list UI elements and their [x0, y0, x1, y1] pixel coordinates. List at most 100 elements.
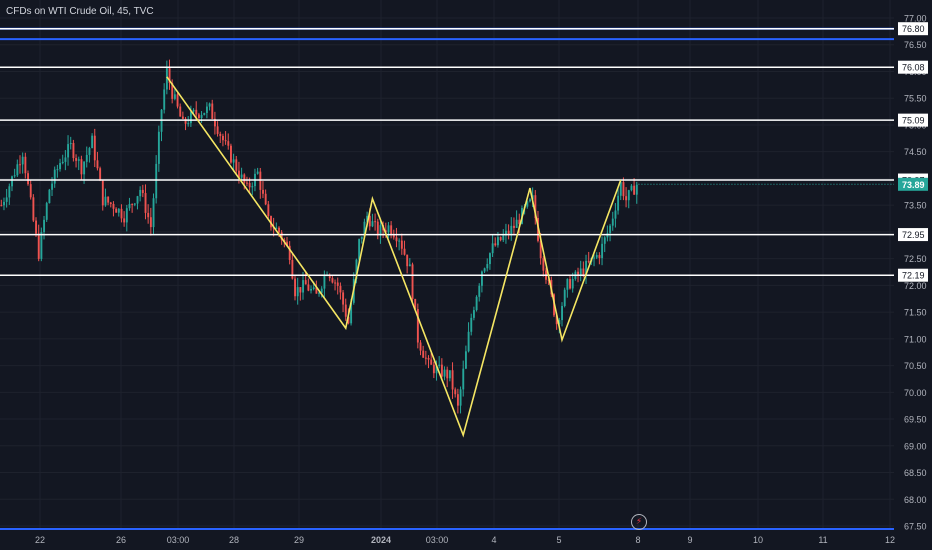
candle-body [37, 233, 40, 259]
candle-body [595, 255, 598, 258]
candle-body [21, 156, 24, 165]
candle-body [165, 68, 168, 90]
candle-body [507, 230, 510, 234]
candle-body [267, 204, 270, 217]
zigzag-line[interactable] [166, 76, 622, 438]
time-tick-label: 9 [687, 535, 692, 545]
candle-body [366, 215, 369, 222]
last-price-box [898, 177, 928, 191]
time-tick-label: 22 [35, 535, 45, 545]
candle-body [296, 287, 299, 297]
candle-body [478, 285, 481, 297]
candle-body [80, 159, 83, 175]
candle-body [475, 296, 478, 311]
candle-body [627, 190, 630, 201]
candle-body [411, 264, 414, 299]
candle-body [83, 161, 86, 175]
candle-body [315, 287, 318, 294]
candle-body [454, 389, 457, 395]
candle-body [456, 394, 459, 406]
candle-body [368, 215, 371, 227]
candle-body [633, 185, 636, 195]
candle-body [358, 239, 361, 260]
candle-body [93, 135, 96, 161]
candle-body [219, 133, 222, 136]
candle-body [430, 359, 433, 365]
candle-body [48, 189, 51, 204]
candle-body [304, 280, 307, 285]
candle-body [486, 264, 489, 269]
candle-body [451, 370, 454, 390]
candle-body [256, 171, 259, 174]
candle-body [529, 199, 531, 202]
level-price-label[interactable]: 72.95 [902, 230, 925, 240]
candle-body [147, 212, 150, 218]
candle-body [187, 123, 190, 125]
candle-body [630, 185, 633, 191]
candle-body [542, 258, 545, 271]
level-price-box[interactable] [898, 228, 928, 242]
candle-body [614, 210, 617, 219]
time-tick-label: 8 [635, 535, 640, 545]
time-tick-label: 03:00 [167, 535, 190, 545]
candle-body [406, 254, 409, 267]
candle-body [144, 193, 147, 213]
candle-body [216, 126, 219, 134]
candle-body [59, 163, 62, 170]
level-price-box[interactable] [898, 268, 928, 282]
candle-body [109, 202, 112, 204]
time-tick-label: 26 [116, 535, 126, 545]
zigzag-pattern[interactable] [166, 76, 622, 438]
candle-body [310, 288, 313, 291]
candle-body [318, 292, 321, 294]
candle-body [13, 175, 16, 177]
candle-body [3, 201, 5, 206]
candle-body [149, 217, 152, 228]
candle-body [497, 237, 499, 246]
candle-body [32, 197, 35, 221]
horizontal-levels[interactable] [0, 27, 894, 276]
candle-body [398, 240, 401, 242]
candle-body [561, 306, 563, 321]
candle-body [400, 240, 403, 249]
price-tick-label: 76.50 [904, 40, 927, 50]
candle-body [67, 144, 70, 158]
candle-body [224, 140, 227, 142]
candle-body [131, 204, 134, 206]
candle-body [440, 364, 443, 377]
price-tick-label: 74.50 [904, 147, 927, 157]
candle-body [416, 309, 419, 343]
candle-body [286, 241, 288, 246]
candle-body [35, 220, 38, 234]
level-price-box[interactable] [898, 22, 928, 36]
candle-body [125, 208, 128, 223]
candle-body [168, 68, 171, 83]
candle-body [483, 268, 486, 272]
candle-body [120, 208, 123, 219]
level-price-label[interactable]: 75.09 [902, 116, 925, 126]
level-price-label[interactable]: 76.08 [902, 63, 925, 73]
candle-body [577, 271, 580, 275]
candle-body [53, 169, 56, 184]
candle-body [435, 366, 438, 374]
candle-body [104, 196, 107, 206]
time-axis[interactable]: 22 26 03:00 28 29 2024 03:00 4 5 8 9 10 11 12 [35, 535, 895, 545]
candle-body [69, 143, 72, 145]
candle-body [422, 350, 425, 358]
candle-body [200, 114, 203, 119]
price-tick-label: 75.50 [904, 94, 927, 104]
level-price-label[interactable]: 72.19 [902, 271, 925, 281]
time-tick-label: 5 [556, 535, 561, 545]
candlestick-series [0, 59, 638, 414]
candle-body [45, 203, 48, 220]
level-price-box[interactable] [898, 60, 928, 74]
candle-body [262, 189, 264, 194]
price-tick-label: 73.50 [904, 201, 927, 211]
candle-body [534, 195, 537, 219]
level-price-box[interactable] [898, 113, 928, 127]
lightning-bolt-icon[interactable]: ⚡ [631, 514, 647, 530]
chart-title: CFDs on WTI Crude Oil, 45, TVC [6, 6, 154, 17]
level-price-label[interactable]: 76.80 [902, 24, 925, 34]
price-axis[interactable]: 67.50 68.00 68.50 69.00 69.50 70.00 70.50 71.00… [898, 14, 928, 532]
